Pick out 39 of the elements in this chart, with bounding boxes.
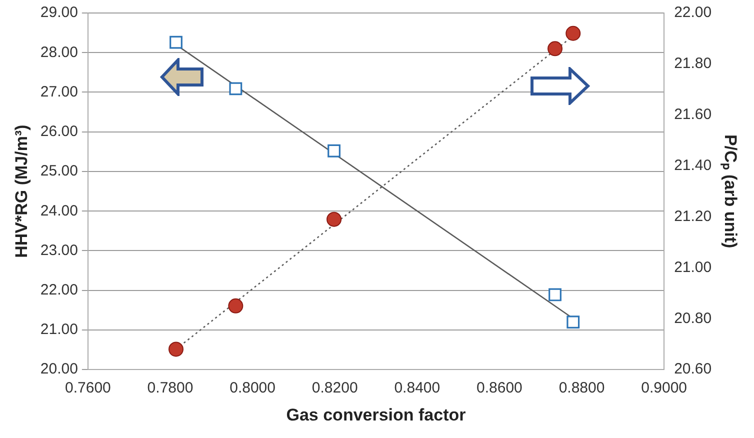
y-tick-label: 20.00 xyxy=(40,360,78,378)
y-tick-label: 27.00 xyxy=(40,83,78,100)
y2-axis-title: P/Cₚ (arb unit) xyxy=(720,134,740,248)
y2-tick-label: 21.40 xyxy=(674,156,712,174)
y-tick-label: 24.00 xyxy=(40,202,78,220)
y2-tick-label: 20.80 xyxy=(674,310,712,327)
y-tick-label: 21.00 xyxy=(40,321,78,338)
x-tick-label: 0.8200 xyxy=(312,380,358,397)
y-tick-label: 23.00 xyxy=(40,242,78,259)
y2-tick-label: 20.60 xyxy=(674,360,712,378)
y-axis-title: HHV*RG (MJ/m³) xyxy=(12,124,31,258)
x-tick-label: 0.7600 xyxy=(64,380,111,397)
y-tick-label: 25.00 xyxy=(40,162,78,180)
y2-tick-label: 22.00 xyxy=(674,4,712,22)
y-tick-label: 22.00 xyxy=(40,281,78,298)
x-tick-label: 0.8800 xyxy=(558,380,605,397)
point xyxy=(566,316,580,329)
point xyxy=(229,82,242,96)
point xyxy=(548,41,563,56)
x-tick-label: 0.8400 xyxy=(394,380,440,397)
point xyxy=(168,342,184,357)
y2-tick-label: 21.80 xyxy=(674,55,712,72)
x-tick-label: 0.8000 xyxy=(230,380,276,397)
x-tick-label: 0.8600 xyxy=(476,380,522,397)
y2-tick-label: 21.20 xyxy=(674,208,712,225)
point xyxy=(328,144,340,158)
x-tick-label: 0.7800 xyxy=(147,380,194,397)
x-axis-title: Gas conversion factor xyxy=(286,405,466,424)
x-tick-label: 0.9000 xyxy=(641,380,688,397)
y-tick-label: 28.00 xyxy=(40,44,78,61)
y2-tick-label: 21.60 xyxy=(674,106,712,124)
y2-tick-label: 21.00 xyxy=(674,258,712,276)
point xyxy=(566,26,581,41)
y-tick-label: 26.00 xyxy=(40,123,78,140)
point xyxy=(326,212,342,227)
point xyxy=(228,298,244,314)
point xyxy=(548,288,562,302)
point xyxy=(170,36,182,49)
y-tick-label: 29.00 xyxy=(40,4,78,22)
